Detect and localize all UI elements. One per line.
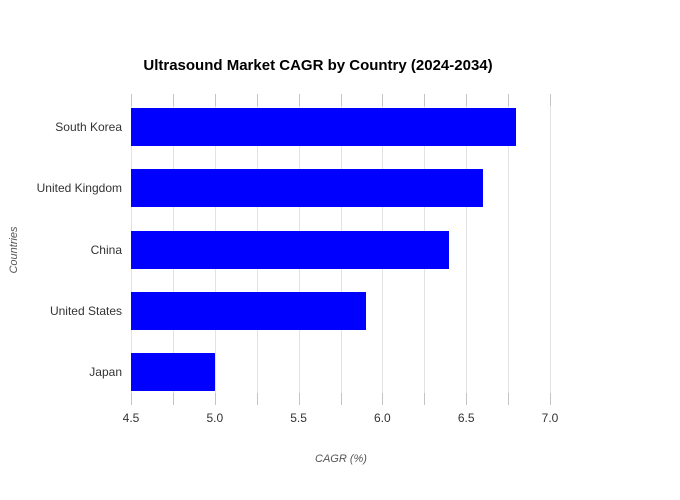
bar-united-kingdom: [131, 169, 483, 208]
x-axis-minor-tick-top: [340, 94, 342, 106]
x-axis-minor-tick-top: [131, 94, 132, 106]
plot-area: [131, 96, 551, 403]
x-axis-minor-tick-bottom: [424, 393, 426, 405]
gridline: [466, 96, 468, 403]
x-axis-minor-tick-bottom: [131, 393, 132, 405]
x-axis-minor-tick-bottom: [214, 393, 216, 405]
x-tick-label: 4.5: [122, 411, 140, 425]
x-tick-label: 6.5: [457, 411, 475, 425]
x-axis-title: CAGR (%): [315, 453, 367, 465]
x-tick-label: 7.0: [541, 411, 559, 425]
x-axis-minor-tick-bottom: [466, 393, 468, 405]
bar-united-states: [131, 291, 366, 330]
x-axis-minor-tick-top: [256, 94, 258, 106]
chart-title: Ultrasound Market CAGR by Country (2024-…: [143, 57, 493, 74]
x-axis-minor-tick-top: [424, 94, 426, 106]
x-axis-minor-tick-top: [466, 94, 468, 106]
x-axis-minor-tick-top: [382, 94, 384, 106]
x-tick-label: 5.0: [206, 411, 224, 425]
x-axis-minor-tick-top: [172, 94, 174, 106]
gridline: [508, 96, 510, 403]
x-tick-label: 6.0: [374, 411, 391, 425]
x-axis-minor-tick-bottom: [298, 393, 300, 405]
y-category-label: Japan: [89, 365, 122, 380]
bar-south-korea: [131, 107, 517, 146]
y-category-label: South Korea: [55, 119, 122, 134]
y-axis-labels: South Korea United Kingdom China United Sta…: [0, 0, 122, 500]
bar-china: [131, 230, 450, 269]
bar-japan: [131, 353, 215, 392]
y-category-label: United Kingdom: [36, 181, 122, 196]
gridline: [550, 96, 551, 403]
x-tick-label: 5.5: [290, 411, 307, 425]
x-axis-minor-tick-bottom: [340, 393, 342, 405]
x-axis-minor-tick-top: [550, 94, 551, 106]
x-axis-minor-tick-bottom: [256, 393, 258, 405]
x-axis-minor-tick-top: [508, 94, 510, 106]
x-axis-minor-tick-top: [298, 94, 300, 106]
x-axis-minor-tick-bottom: [508, 393, 510, 405]
x-axis-minor-tick-bottom: [382, 393, 384, 405]
x-axis-minor-tick-bottom: [172, 393, 174, 405]
x-axis-minor-tick-bottom: [550, 393, 551, 405]
y-category-label: United States: [49, 303, 122, 318]
x-axis-minor-tick-top: [214, 94, 216, 106]
y-category-label: China: [90, 242, 122, 257]
